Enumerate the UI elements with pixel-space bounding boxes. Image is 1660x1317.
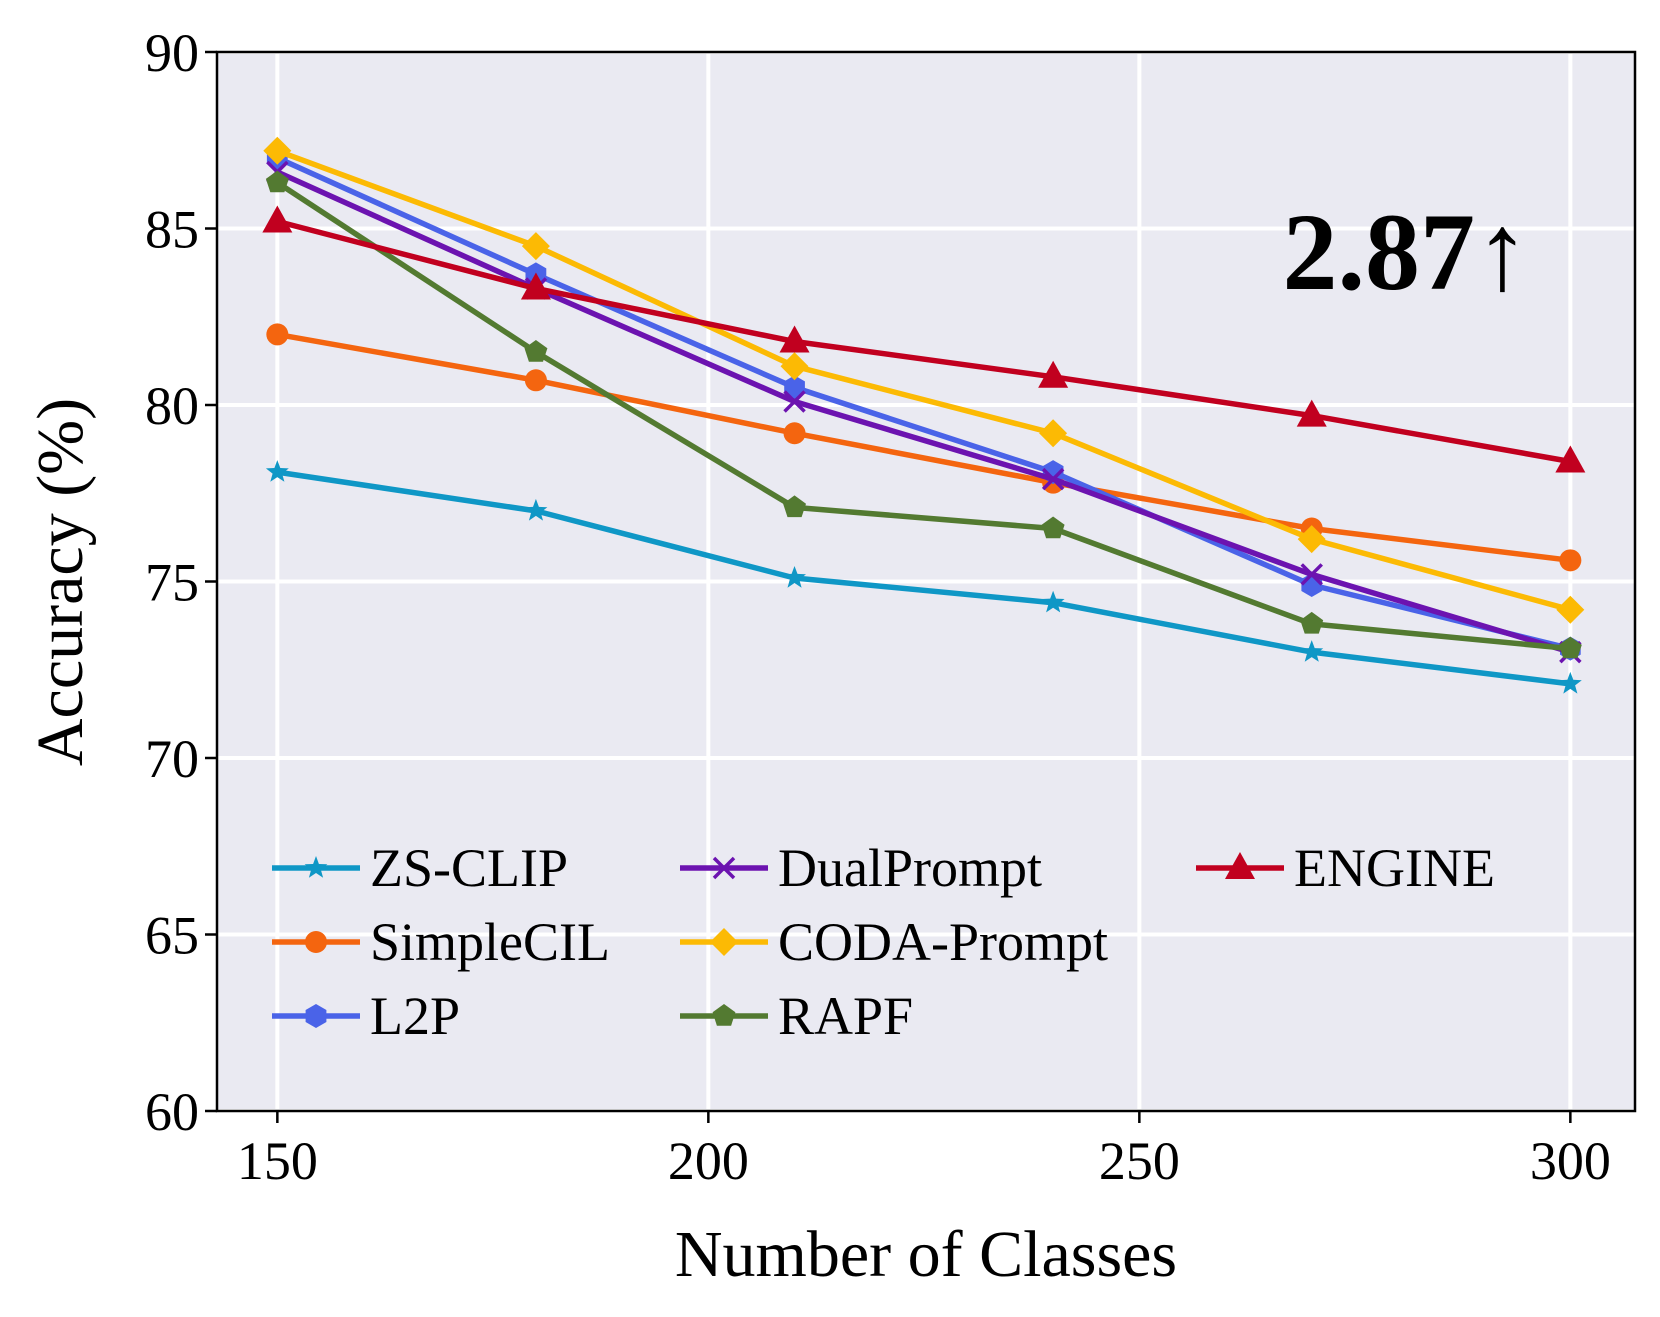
data-point-zs-clip [783, 566, 806, 588]
legend-item-l2p: L2P [272, 986, 460, 1046]
x-tick-label: 250 [1099, 1131, 1180, 1191]
legend-item-dualprompt: DualPrompt [680, 838, 1042, 898]
legend-swatch-marker [304, 856, 328, 878]
y-tick-label: 85 [145, 200, 199, 260]
series-zs-clip [265, 460, 1582, 694]
data-point-engine [779, 325, 810, 353]
legend-label: L2P [370, 986, 460, 1046]
x-tick-label: 300 [1530, 1131, 1611, 1191]
data-point-rapf [265, 170, 289, 193]
data-point-zs-clip [1300, 640, 1324, 662]
data-point-rapf [524, 340, 548, 362]
y-tick-label: 60 [145, 1082, 199, 1142]
legend-item-engine: ENGINE [1196, 838, 1495, 898]
x-tick-label: 200 [668, 1131, 749, 1191]
series-line-coda-prompt [276, 148, 1572, 613]
series-line-dualprompt [276, 169, 1572, 655]
data-point-dualprompt [1041, 467, 1065, 491]
data-point-zs-clip [524, 498, 548, 521]
data-point-engine [1038, 360, 1069, 388]
legend-swatch-marker [1225, 852, 1255, 879]
data-point-simplecil [783, 422, 806, 445]
data-point-rapf [783, 495, 806, 518]
legend-item-zs-clip: ZS-CLIP [272, 838, 568, 898]
legend-swatch-marker [710, 928, 738, 956]
legend-item-simplecil: SimpleCIL [272, 912, 610, 972]
legend-item-rapf: RAPF [680, 986, 913, 1046]
legend-label: CODA-Prompt [778, 912, 1108, 972]
data-point-rapf [1558, 636, 1582, 659]
legend-label: SimpleCIL [370, 912, 610, 972]
data-point-coda-prompt [521, 232, 550, 261]
y-tick-label: 90 [145, 23, 199, 83]
legend-swatch-marker [305, 1004, 327, 1028]
data-point-dualprompt [783, 390, 806, 413]
data-point-coda-prompt [1297, 525, 1326, 554]
y-axis-title: Accuracy (%) [24, 398, 97, 766]
series-line-simplecil [276, 331, 1571, 564]
data-point-zs-clip [1041, 590, 1065, 613]
legend-label: DualPrompt [778, 838, 1042, 898]
data-point-engine [1555, 445, 1586, 473]
data-point-simplecil [266, 323, 289, 346]
data-point-simplecil [1559, 549, 1582, 572]
x-tick-label: 150 [237, 1131, 318, 1191]
legend-label: ZS-CLIP [370, 838, 568, 898]
data-point-coda-prompt [1039, 419, 1068, 448]
legend: ZS-CLIP SimpleCIL L2P DualPrompt CODA-Prompt… [272, 838, 1495, 1046]
data-point-coda-prompt [780, 352, 809, 381]
data-point-engine [262, 205, 293, 233]
data-point-engine [1296, 399, 1327, 427]
data-point-zs-clip [265, 460, 289, 482]
series-line-zs-clip [276, 469, 1571, 687]
series-line-l2p [276, 155, 1571, 652]
data-point-engine [520, 272, 551, 300]
series-coda-prompt [263, 136, 1585, 624]
data-point-l2p [784, 375, 805, 400]
legend-swatch-marker [712, 1004, 736, 1026]
legend-label: RAPF [778, 986, 913, 1046]
y-tick-label: 65 [145, 906, 199, 966]
series-rapf [265, 170, 1582, 659]
y-tick-label: 75 [145, 553, 199, 613]
data-point-simplecil [524, 369, 547, 392]
data-point-zs-clip [1558, 671, 1582, 694]
data-point-coda-prompt [263, 136, 292, 165]
legend-item-coda-prompt: CODA-Prompt [680, 912, 1108, 972]
legend-swatch-marker [712, 856, 736, 880]
legend-label: ENGINE [1294, 838, 1495, 898]
y-tick-label: 70 [145, 729, 199, 789]
improvement-annotation: 2.87↑ [1283, 191, 1531, 313]
data-point-coda-prompt [1556, 595, 1585, 624]
axis-ticks: 150 200 250 300 60 65 70 75 80 85 90 [145, 23, 1611, 1191]
x-axis-title: Number of Classes [675, 1218, 1177, 1291]
data-point-dualprompt [1300, 563, 1323, 586]
series-lines [262, 136, 1586, 694]
series-line-engine [276, 218, 1571, 465]
legend-swatch-marker [305, 931, 327, 953]
y-tick-label: 80 [145, 376, 199, 436]
series-engine [262, 205, 1586, 473]
series-line-rapf [275, 180, 1571, 652]
data-point-rapf [1300, 611, 1324, 634]
data-point-rapf [1041, 516, 1065, 539]
